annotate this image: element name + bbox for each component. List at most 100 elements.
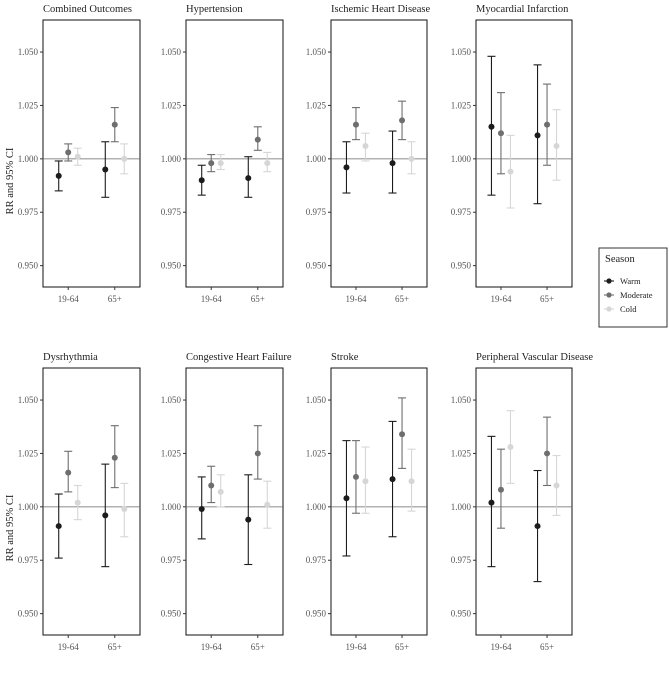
x-tick-label: 19-64 bbox=[201, 642, 222, 652]
panel-frame bbox=[42, 367, 141, 636]
legend-key-warm bbox=[606, 278, 612, 284]
y-tick-label: 0.975 bbox=[18, 207, 39, 217]
legend-label-moderate: Moderate bbox=[620, 290, 653, 300]
point-cold-65+ bbox=[264, 160, 271, 167]
y-tick-label: 0.975 bbox=[18, 555, 39, 565]
y-tick-label: 0.950 bbox=[451, 261, 472, 271]
point-moderate-19-64 bbox=[208, 482, 215, 489]
point-warm-19-64 bbox=[198, 505, 205, 512]
legend: Season Warm Moderate Cold bbox=[598, 247, 668, 328]
point-moderate-19-64 bbox=[65, 149, 72, 156]
y-tick-label: 0.950 bbox=[161, 609, 182, 619]
y-tick-label: 1.050 bbox=[306, 47, 327, 57]
point-cold-65+ bbox=[408, 155, 415, 162]
legend-key-moderate bbox=[606, 292, 612, 298]
point-moderate-65+ bbox=[544, 121, 551, 128]
x-tick-label: 65+ bbox=[395, 294, 409, 304]
panel-1: Combined Outcomes 0.950 0.975 1.000 1.025 1.0… bbox=[18, 4, 141, 304]
panel-4: Myocardial Infarction 0.950 0.975 1.000 1.02… bbox=[451, 4, 573, 304]
y-tick-label: 1.025 bbox=[161, 100, 182, 110]
x-tick-label: 65+ bbox=[108, 642, 122, 652]
point-cold-19-64 bbox=[217, 160, 224, 167]
point-cold-19-64 bbox=[507, 168, 514, 175]
x-tick-label: 65+ bbox=[395, 642, 409, 652]
y-tick-label: 1.050 bbox=[451, 47, 472, 57]
y-tick-label: 1.025 bbox=[451, 448, 472, 458]
x-tick-label: 19-64 bbox=[58, 642, 79, 652]
point-cold-65+ bbox=[264, 501, 271, 508]
point-cold-19-64 bbox=[74, 499, 81, 506]
panel-title: Dysrhythmia bbox=[43, 352, 98, 363]
y-axis-label-top: RR and 95% CI bbox=[5, 147, 16, 214]
x-tick-label: 19-64 bbox=[345, 294, 366, 304]
panel-6: Congestive Heart Failure 0.950 0.975 1.000 1… bbox=[161, 352, 292, 652]
y-tick-label: 1.025 bbox=[306, 448, 327, 458]
point-warm-65+ bbox=[389, 476, 396, 483]
point-warm-19-64 bbox=[55, 172, 62, 179]
y-tick-label: 0.975 bbox=[306, 207, 327, 217]
y-tick-label: 1.025 bbox=[306, 100, 327, 110]
y-tick-label: 0.950 bbox=[18, 609, 39, 619]
point-cold-19-64 bbox=[74, 153, 81, 160]
legend-key-cold bbox=[606, 306, 612, 312]
panel-frame bbox=[475, 19, 573, 288]
y-tick-label: 1.025 bbox=[18, 100, 39, 110]
point-cold-65+ bbox=[121, 155, 128, 162]
panel-frame bbox=[330, 367, 428, 636]
point-warm-65+ bbox=[245, 516, 252, 523]
panel-3: Ischemic Heart Disease 0.950 0.975 1.000 1.0… bbox=[306, 4, 431, 304]
panels: Combined Outcomes 0.950 0.975 1.000 1.025 1.0… bbox=[18, 4, 594, 652]
point-moderate-65+ bbox=[254, 136, 261, 143]
point-moderate-65+ bbox=[254, 450, 261, 457]
x-tick-label: 19-64 bbox=[490, 294, 511, 304]
point-warm-19-64 bbox=[343, 495, 350, 502]
y-tick-label: 1.000 bbox=[18, 154, 39, 164]
y-tick-label: 1.000 bbox=[306, 154, 327, 164]
y-tick-label: 1.000 bbox=[451, 502, 472, 512]
panel-title: Peripheral Vascular Disease bbox=[476, 352, 593, 363]
panel-title: Hypertension bbox=[186, 4, 243, 15]
y-tick-label: 1.050 bbox=[306, 395, 327, 405]
panel-title: Myocardial Infarction bbox=[476, 4, 569, 15]
y-tick-label: 1.000 bbox=[451, 154, 472, 164]
y-tick-label: 1.000 bbox=[161, 154, 182, 164]
y-tick-label: 1.000 bbox=[161, 502, 182, 512]
point-warm-19-64 bbox=[55, 523, 62, 530]
y-tick-label: 1.000 bbox=[306, 502, 327, 512]
point-warm-19-64 bbox=[343, 164, 350, 171]
x-tick-label: 65+ bbox=[251, 642, 265, 652]
panel-frame bbox=[185, 367, 284, 636]
point-warm-65+ bbox=[534, 132, 541, 139]
y-tick-label: 1.050 bbox=[161, 47, 182, 57]
point-cold-65+ bbox=[553, 143, 560, 150]
point-moderate-19-64 bbox=[65, 469, 72, 476]
legend-label-warm: Warm bbox=[620, 276, 641, 286]
panel-5: Dysrhythmia 0.950 0.975 1.000 1.025 1.050 19-6… bbox=[18, 352, 141, 652]
panel-title: Congestive Heart Failure bbox=[186, 352, 292, 363]
y-tick-label: 0.950 bbox=[306, 261, 327, 271]
point-moderate-19-64 bbox=[497, 486, 504, 493]
point-warm-65+ bbox=[389, 160, 396, 167]
legend-title: Season bbox=[605, 254, 635, 265]
x-tick-label: 19-64 bbox=[58, 294, 79, 304]
point-warm-65+ bbox=[245, 175, 252, 182]
y-tick-label: 0.975 bbox=[451, 207, 472, 217]
legend-items: Warm Moderate Cold bbox=[604, 276, 653, 314]
y-tick-label: 1.050 bbox=[451, 395, 472, 405]
y-axis-label-bottom: RR and 95% CI bbox=[5, 494, 16, 561]
y-tick-label: 0.975 bbox=[451, 555, 472, 565]
legend-box bbox=[598, 247, 668, 328]
panel-7: Stroke 0.950 0.975 1.000 1.025 1.050 19-64 65+ bbox=[306, 352, 428, 652]
panel-title: Ischemic Heart Disease bbox=[331, 4, 430, 15]
x-tick-label: 65+ bbox=[108, 294, 122, 304]
point-moderate-65+ bbox=[111, 454, 118, 461]
panel-frame bbox=[185, 19, 284, 288]
point-warm-19-64 bbox=[198, 177, 205, 184]
point-moderate-65+ bbox=[399, 431, 406, 438]
y-tick-label: 0.950 bbox=[451, 609, 472, 619]
x-tick-label: 65+ bbox=[540, 642, 554, 652]
panel-frame bbox=[330, 19, 428, 288]
panel-title: Combined Outcomes bbox=[43, 4, 132, 15]
point-cold-19-64 bbox=[217, 488, 224, 495]
